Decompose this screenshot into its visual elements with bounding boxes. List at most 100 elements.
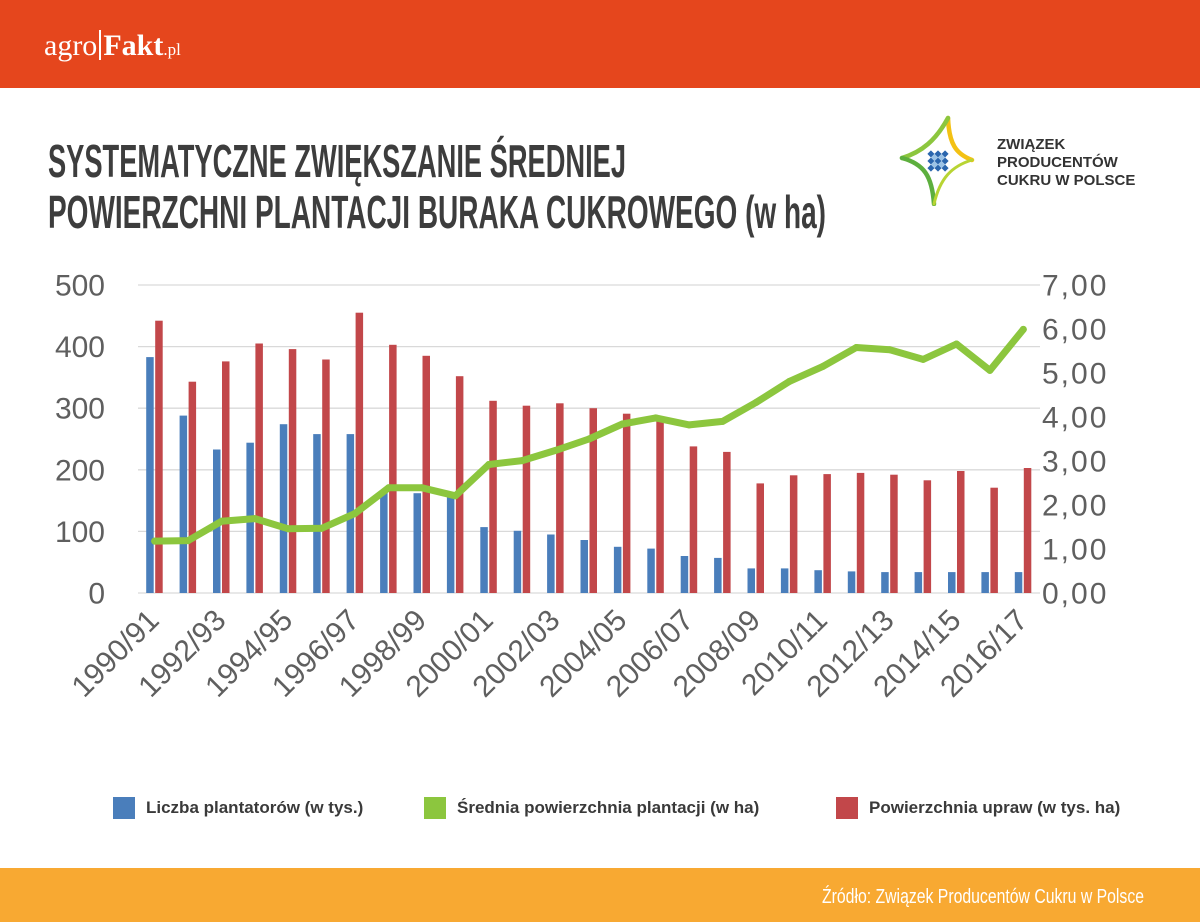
right-axis-tick-label: 0,00	[1042, 578, 1108, 611]
legend-swatch-red	[836, 797, 858, 819]
crop-area-bar	[489, 400, 497, 593]
org-name-line-2: PRODUCENTÓW	[997, 154, 1118, 171]
right-axis-tick-label: 2,00	[1042, 490, 1108, 523]
legend-label: Liczba plantatorów (w tys.)	[146, 798, 364, 817]
crop-area-bar	[890, 474, 898, 593]
average-plantation-area-point	[552, 446, 560, 454]
footer-text-block: Źródło: Związek Producentów Cukru w Pols…	[822, 885, 1144, 908]
average-plantation-area-point	[351, 509, 359, 517]
crop-area-bar	[756, 483, 764, 593]
growers-count-bar	[313, 434, 321, 593]
average-plantation-area-point	[284, 525, 292, 533]
growers-count-bar	[480, 527, 488, 593]
crop-area-bar	[856, 472, 865, 593]
growers-count-bar	[680, 556, 689, 593]
average-plantation-area-point	[318, 524, 326, 532]
growers-count-bar	[413, 493, 421, 593]
growers-count-bar	[814, 570, 822, 593]
crop-area-bar	[990, 487, 998, 593]
org-name: ZWIĄZEK PRODUCENTÓW CUKRU W POLSCE	[997, 136, 1135, 190]
crop-area-bar	[455, 376, 464, 593]
left-axis-tick-label: 0	[88, 578, 105, 611]
crop-area-bar	[923, 480, 932, 593]
growers-count-bar	[948, 572, 956, 593]
right-axis-tick-label: 5,00	[1042, 358, 1108, 391]
title-line-1: SYSTEMATYCZNE ZWIĘKSZANIE ŚREDNIEJ	[48, 135, 626, 187]
crop-area-bar	[689, 446, 698, 593]
crop-area-bar	[789, 475, 798, 593]
growers-count-bar	[380, 491, 388, 593]
crop-area-bar	[957, 471, 965, 593]
legend-swatch-blue	[113, 797, 135, 819]
footer-bar: Źródło: Związek Producentów Cukru w Pols…	[0, 868, 1200, 922]
average-plantation-area-point	[385, 484, 393, 492]
left-axis-tick-label: 300	[55, 393, 105, 426]
average-plantation-area-point	[752, 399, 760, 406]
crop-area-bar	[589, 408, 597, 593]
right-axis-tick-label: 1,00	[1042, 534, 1108, 567]
right-axis-labels: 0,00 1,00 2,00 3,00 4,00 5,00 6,00 7,00	[1042, 270, 1108, 611]
legend-label: Powierzchnia upraw (w tys. ha)	[869, 798, 1121, 817]
icon-arc-green-left	[899, 155, 937, 206]
header-bar: agro Fakt.pl	[0, 0, 1200, 88]
right-axis-tick-label: 3,00	[1042, 446, 1108, 479]
crop-area-bar	[222, 361, 230, 593]
growers-count-bar	[847, 571, 856, 593]
growers-count-bar	[513, 530, 522, 593]
growers-count-bar	[613, 546, 622, 593]
growers-count-bar	[881, 572, 889, 593]
right-axis-tick-label: 6,00	[1042, 314, 1108, 347]
legend-label: Średnia powierzchnia plantacji (w ha)	[457, 798, 760, 817]
growers-count-bar	[1014, 572, 1023, 593]
org-logo: ZWIĄZEK PRODUCENTÓW CUKRU W POLSCE	[896, 114, 1146, 206]
left-axis-labels: 0 100 200 300 400 500	[55, 270, 105, 611]
title-line-2: POWIERZCHNI PLANTACJI BURAKA CUKROWEGO (…	[48, 186, 826, 238]
left-axis-tick-label: 500	[55, 270, 105, 303]
growers-count-bar	[714, 557, 722, 593]
average-plantation-area-point	[852, 344, 860, 351]
gridlines	[138, 284, 1040, 594]
title-block: SYSTEMATYCZNE ZWIĘKSZANIE ŚREDNIEJ POWIE…	[48, 135, 826, 238]
average-plantation-area-point	[652, 414, 660, 422]
average-plantation-area-point	[184, 537, 192, 545]
icon-arc-yellow	[945, 115, 975, 163]
growers-count-bar	[780, 568, 789, 593]
left-axis-tick-label: 200	[55, 454, 105, 487]
average-plantation-area-point	[451, 492, 459, 500]
growers-count-bar	[146, 357, 154, 593]
average-plantation-area-point	[218, 517, 225, 525]
icon-arc-green-right	[932, 158, 974, 206]
combo-chart: 0 100 200 300 400 500 0,00 1,00 2,00 3,00 4,00 5,0…	[55, 270, 1108, 704]
growers-count-bar	[547, 534, 555, 593]
crop-area-bar	[823, 474, 831, 593]
crop-area-bar	[389, 344, 397, 593]
growers-count-bar	[647, 548, 655, 593]
growers-count-bar	[279, 424, 288, 593]
average-plantation-area-point	[819, 362, 827, 370]
left-axis-tick-label: 100	[55, 516, 105, 549]
right-axis-tick-label: 4,00	[1042, 402, 1108, 435]
source-note: Źródło: Związek Producentów Cukru w Pols…	[822, 885, 1144, 908]
agrofakt-logo: agro Fakt.pl	[44, 24, 181, 68]
crop-area-bar	[622, 413, 631, 593]
average-plantation-area-point	[685, 421, 693, 429]
logo-separator	[99, 30, 102, 60]
crop-area-bar	[255, 343, 263, 593]
logo-domain-text: .pl	[163, 40, 181, 59]
average-plantation-area-point	[485, 461, 493, 468]
crop-area-bar	[1023, 468, 1032, 593]
crop-area-bar	[522, 405, 531, 593]
legend-item-crop-area: Powierzchnia upraw (w tys. ha)	[836, 795, 1176, 821]
legend-swatch-green	[424, 797, 446, 819]
bar-series	[146, 312, 1032, 593]
growers-count-bar	[580, 540, 588, 593]
x-axis-labels: 1990/911992/931994/951996/971998/992000/…	[66, 604, 1035, 704]
left-axis-tick-label: 400	[55, 331, 105, 364]
legend-item-average-area: Średnia powierzchnia plantacji (w ha)	[424, 795, 764, 821]
growers-count-bar	[914, 572, 923, 593]
line-series	[151, 325, 1027, 545]
growers-count-bar	[446, 496, 455, 593]
average-plantation-area-point	[418, 484, 426, 492]
growers-count-bar	[981, 572, 989, 593]
